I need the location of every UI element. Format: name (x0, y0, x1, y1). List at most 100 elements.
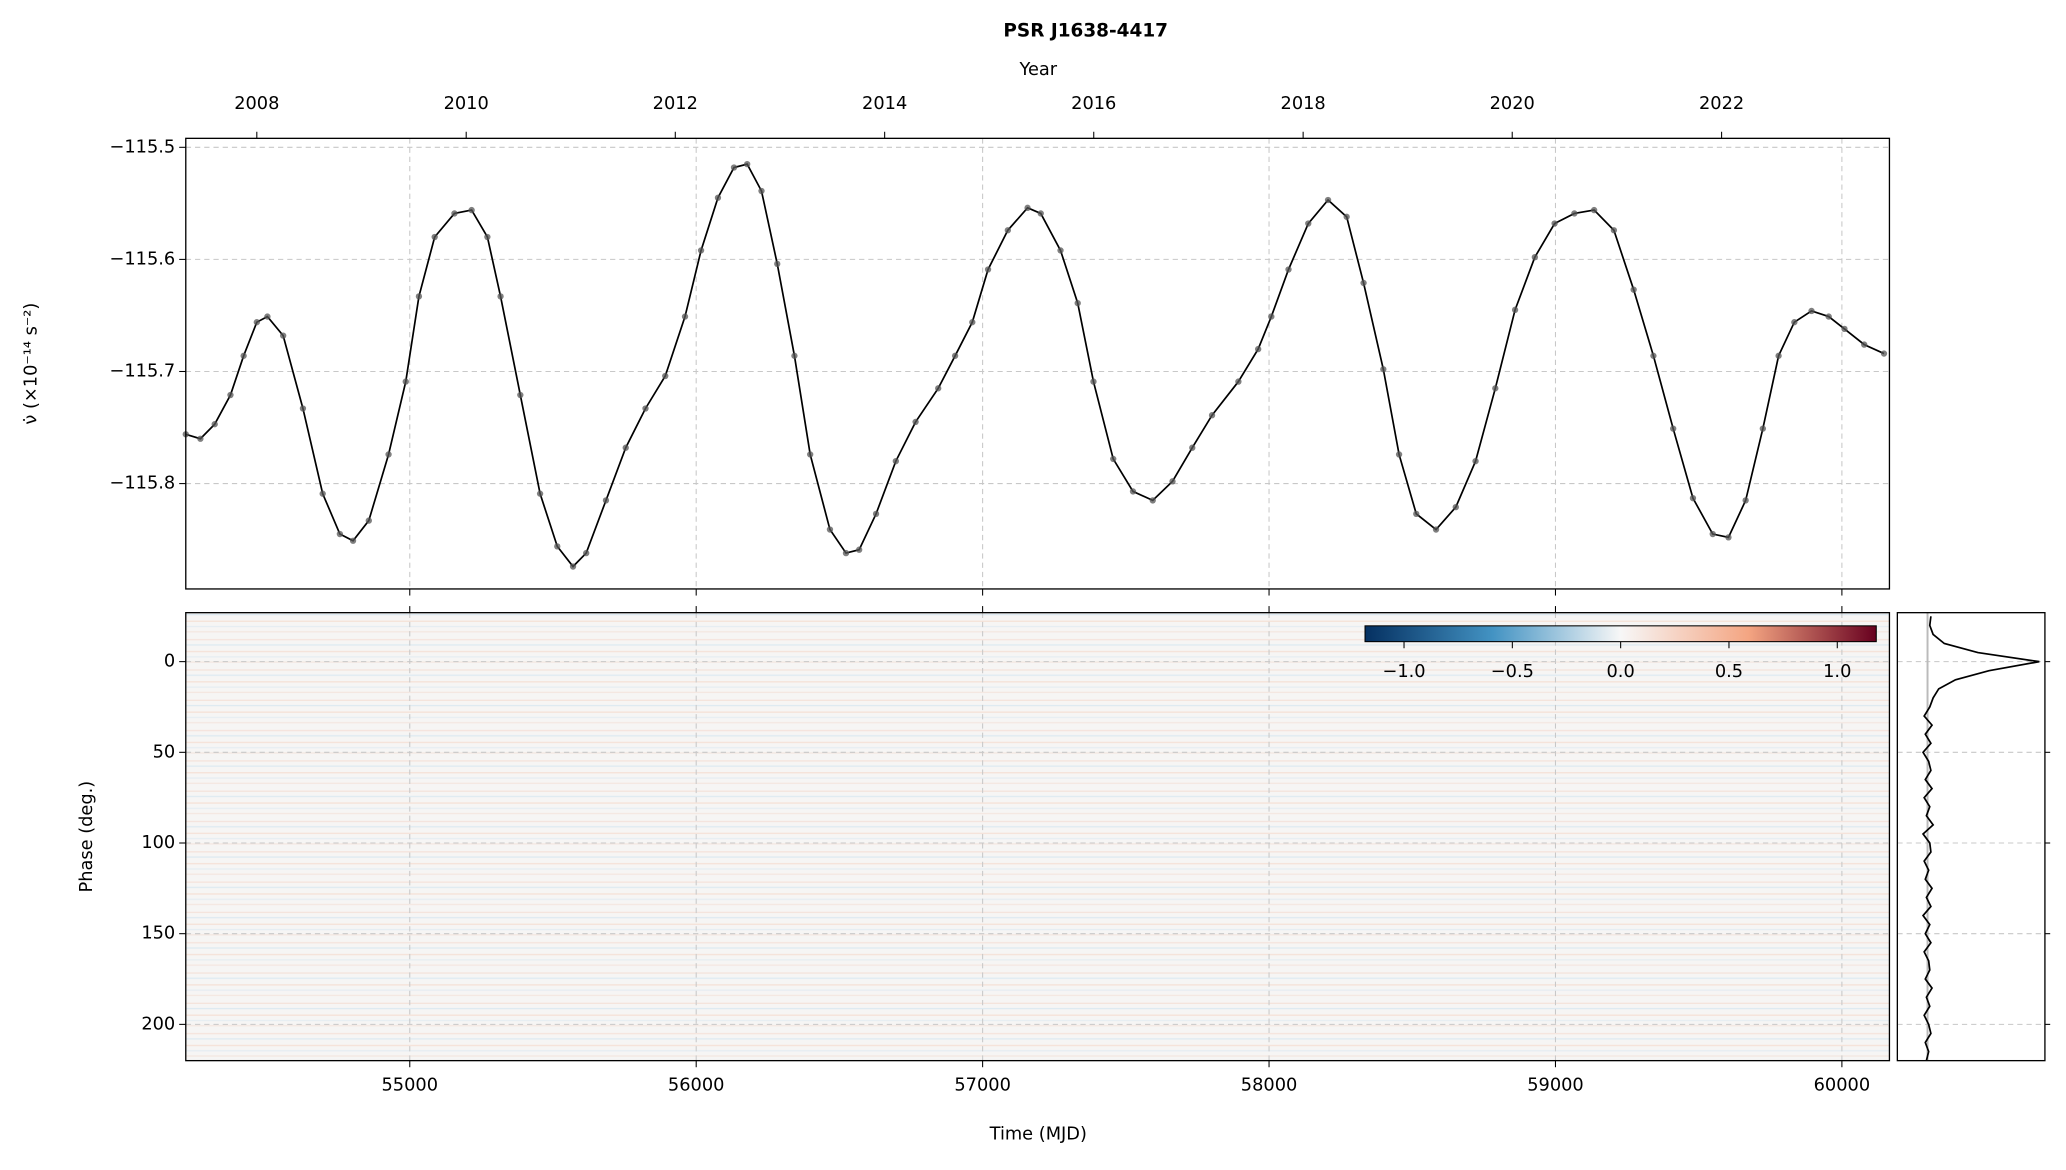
point (569, 563, 577, 570)
y-tick-label: 50 (153, 741, 176, 762)
point (1725, 534, 1732, 541)
x2-tick-label: 2016 (1071, 93, 1116, 114)
point (774, 260, 781, 268)
x2-tick-label: 2018 (1281, 93, 1326, 114)
y-tick-label: −115.6 (109, 248, 175, 269)
y-tick-label: 100 (141, 832, 175, 853)
point (1037, 210, 1044, 217)
point (1324, 196, 1332, 204)
x-tick-label: 58000 (1241, 1075, 1298, 1096)
plot-frame (185, 612, 1891, 1062)
heatmap-image (185, 612, 1890, 1061)
point (1808, 307, 1815, 315)
point (912, 418, 919, 426)
line (185, 163, 1885, 568)
point (253, 319, 260, 326)
point (730, 164, 738, 171)
point (984, 266, 992, 273)
y-tick-label: 0 (164, 651, 175, 672)
point (681, 313, 689, 320)
point (1610, 227, 1618, 234)
point (1285, 266, 1292, 273)
point (1452, 503, 1459, 511)
point (1208, 412, 1216, 419)
point (1825, 313, 1832, 320)
y-tick-label: 200 (141, 1013, 175, 1034)
point (497, 293, 504, 300)
point (1395, 451, 1403, 458)
point (1268, 313, 1275, 320)
point (714, 194, 722, 201)
point (662, 372, 669, 380)
x-axis-label: Time (MJD) (989, 1123, 1087, 1144)
point (1024, 204, 1031, 212)
point (842, 549, 850, 557)
point (1791, 319, 1798, 326)
point (468, 206, 475, 214)
point (1472, 458, 1479, 465)
y-tick-label: −115.5 (109, 136, 175, 157)
point (622, 444, 629, 451)
point (336, 530, 344, 538)
point (1650, 352, 1657, 359)
point (365, 517, 372, 524)
colorbar-tick-label: −0.5 (1491, 661, 1534, 682)
chart-title: PSR J1638-4417 (1003, 21, 1168, 42)
point (264, 313, 271, 320)
point (1742, 497, 1749, 504)
point (602, 497, 610, 504)
point (856, 546, 863, 553)
point (554, 543, 561, 550)
point (240, 352, 247, 359)
point (826, 526, 834, 533)
point (1551, 220, 1558, 227)
x2-tick-label: 2012 (653, 93, 698, 114)
point (517, 391, 524, 399)
point (431, 233, 438, 241)
point (484, 233, 491, 241)
point (227, 391, 234, 399)
point (211, 421, 218, 428)
point (1531, 253, 1539, 261)
point (536, 490, 544, 497)
x-tick-label: 55000 (382, 1075, 439, 1096)
x2-tick-label: 2020 (1490, 93, 1535, 114)
point (299, 405, 307, 412)
point (1689, 494, 1697, 502)
point (1004, 227, 1011, 234)
point (319, 490, 326, 497)
x-tick-label: 60000 (1814, 1075, 1871, 1096)
x2-tick-label: 2008 (234, 93, 279, 114)
y-axis-label: Phase (deg.) (76, 781, 97, 893)
point (969, 319, 976, 326)
point (1709, 530, 1716, 538)
point (807, 451, 814, 458)
point (872, 510, 880, 518)
colorbar-tick-label: 1.0 (1823, 661, 1851, 682)
point (1235, 378, 1242, 385)
point (1189, 444, 1196, 451)
point (402, 378, 409, 385)
point (1360, 279, 1367, 287)
point (1169, 478, 1176, 485)
point (415, 293, 423, 300)
colorbar-tick-label: 0.0 (1607, 661, 1635, 682)
x-tick-label: 57000 (954, 1075, 1011, 1096)
point (1759, 425, 1767, 432)
point (892, 458, 899, 465)
x-tick-label: 59000 (1527, 1075, 1584, 1096)
point (1590, 206, 1598, 214)
point (1149, 497, 1156, 504)
point (1413, 510, 1420, 518)
point (1775, 352, 1782, 359)
point (1110, 455, 1117, 463)
point (1880, 350, 1888, 357)
point (1074, 299, 1081, 307)
x2-tick-label: 2022 (1699, 93, 1744, 114)
point (1841, 325, 1848, 333)
plot-frame (1896, 612, 2046, 1062)
point (451, 210, 458, 217)
point (197, 435, 204, 442)
